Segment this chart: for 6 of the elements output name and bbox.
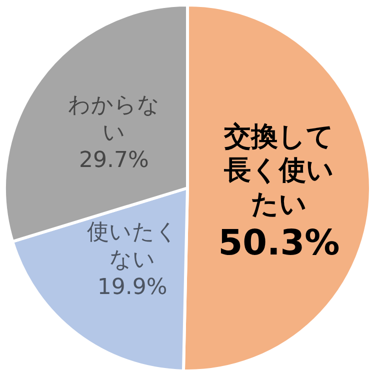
- data-label: 29.7%: [78, 148, 149, 173]
- data-label: 50.3%: [218, 224, 340, 264]
- slice-label: 使いたくない: [86, 220, 178, 273]
- slice-label: わからない: [68, 92, 160, 146]
- slice-label: 交換して長く使いたい: [222, 121, 334, 220]
- data-label: 19.9%: [97, 275, 168, 300]
